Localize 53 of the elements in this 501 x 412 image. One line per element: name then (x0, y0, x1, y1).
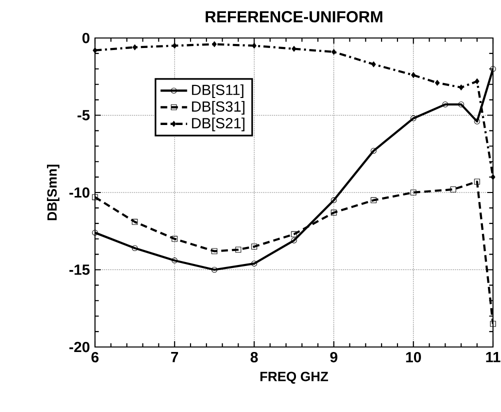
point (458, 102, 464, 108)
point (411, 72, 416, 78)
point (330, 210, 337, 216)
point (251, 260, 258, 267)
point (371, 61, 376, 68)
x-tick-label: 7 (171, 352, 178, 362)
point (172, 236, 178, 242)
point (442, 102, 448, 108)
point (92, 230, 98, 236)
x-tick-label: 10 (406, 352, 421, 362)
y-tick-label: -10 (69, 187, 90, 198)
point (458, 84, 464, 90)
point (132, 218, 138, 225)
legend-label: DB[S31] (192, 100, 244, 115)
y-tick-label: -15 (69, 264, 90, 275)
point (251, 244, 258, 250)
point (330, 197, 337, 204)
legend-label: DB[S21] (192, 118, 244, 132)
point (292, 46, 296, 52)
point (410, 115, 416, 122)
point (435, 80, 440, 86)
point (474, 178, 480, 185)
y-tick-label: -20 (69, 342, 90, 352)
point (490, 320, 496, 327)
point (410, 190, 416, 196)
y-axis-title: DB[Smn] (46, 164, 60, 220)
point (291, 237, 297, 244)
y-tick-label: 0 (82, 32, 90, 44)
point (490, 66, 496, 72)
x-axis-title: FREQ GHZ (260, 372, 328, 384)
point (212, 41, 217, 48)
point (172, 258, 178, 264)
point (474, 118, 480, 124)
point (474, 78, 480, 84)
x-tick-label: 9 (330, 352, 338, 362)
point (235, 246, 242, 253)
point (132, 245, 138, 252)
chart-title: REFERENCE-UNIFORM (206, 11, 382, 22)
point (370, 197, 377, 204)
point (370, 148, 377, 154)
x-tick-label: 6 (91, 352, 99, 362)
point (172, 42, 177, 49)
point (92, 194, 98, 200)
x-tick-label: 11 (486, 352, 500, 362)
point (291, 231, 297, 238)
point (332, 48, 336, 55)
y-tick-label: -5 (78, 110, 90, 120)
legend-label: DB[S11] (192, 84, 244, 98)
point (211, 248, 218, 254)
point (450, 186, 456, 192)
point (211, 266, 218, 273)
point (490, 174, 496, 180)
x-tick-label: 8 (250, 352, 258, 362)
